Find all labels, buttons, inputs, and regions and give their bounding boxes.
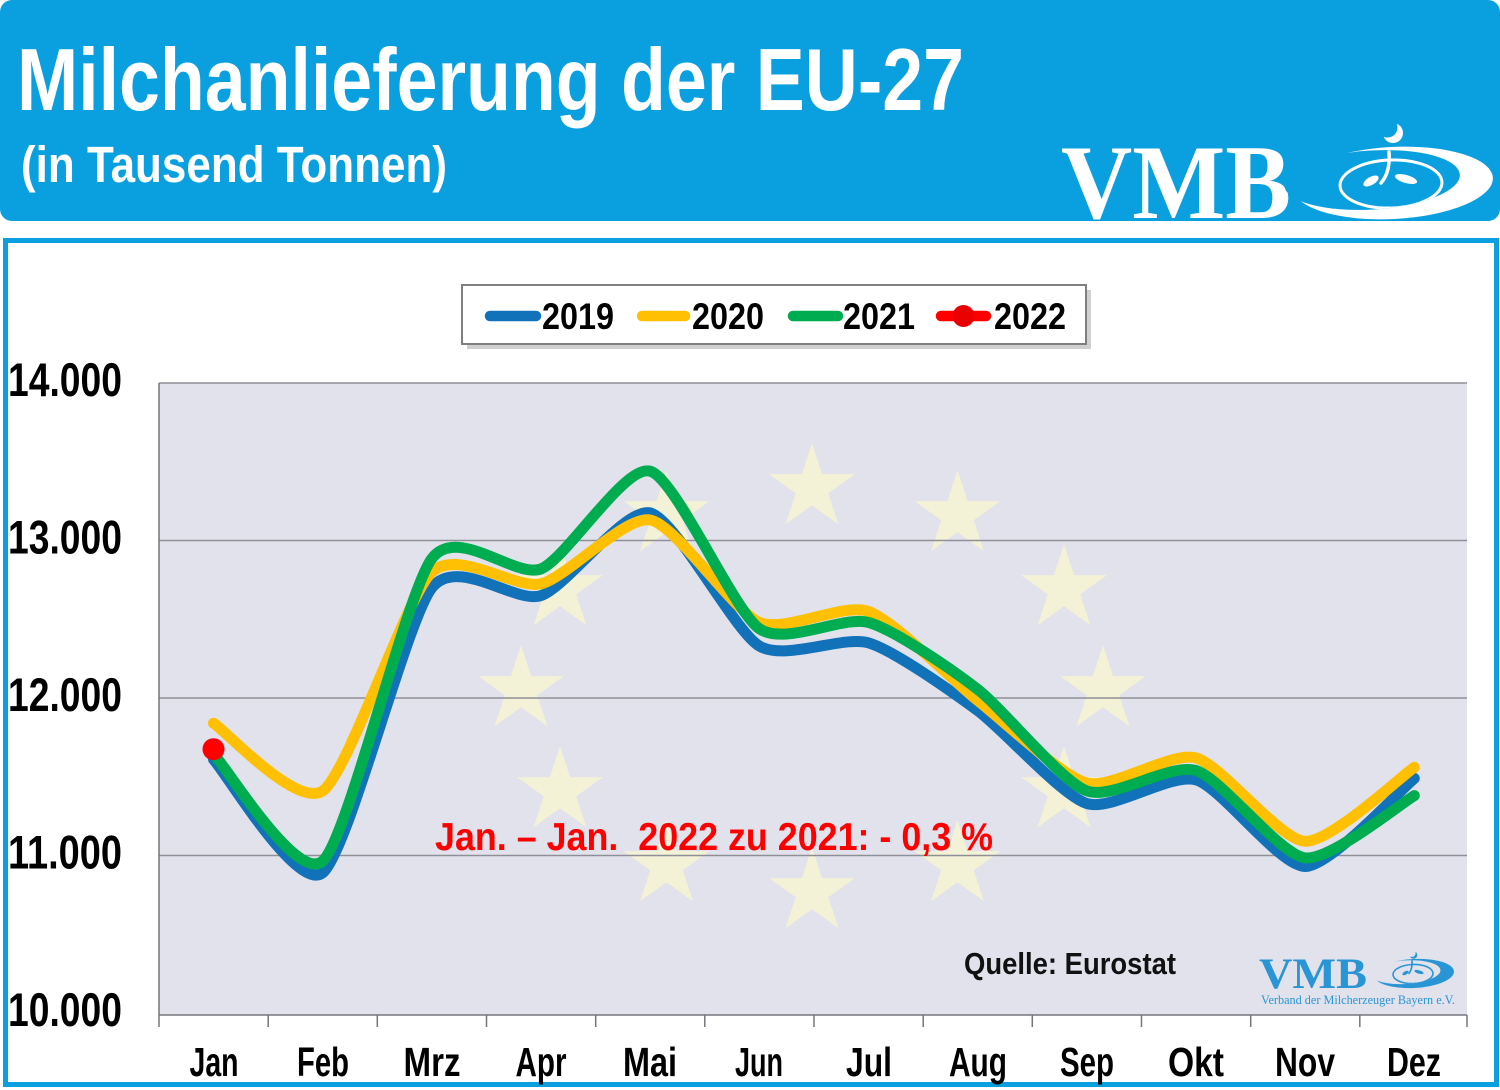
svg-text:Quelle: Eurostat: Quelle: Eurostat [964, 946, 1176, 981]
svg-text:13.000: 13.000 [8, 511, 122, 564]
svg-text:2021: 2021 [843, 296, 915, 337]
svg-text:2020: 2020 [692, 296, 764, 337]
svg-text:Jul: Jul [846, 1039, 892, 1085]
svg-text:(in Tausend Tonnen): (in Tausend Tonnen) [21, 136, 447, 193]
svg-text:2022: 2022 [994, 296, 1066, 337]
svg-text:Sep: Sep [1060, 1039, 1114, 1085]
svg-text:Verband der Milcherzeuger Baye: Verband der Milcherzeuger Bayern e.V. [1261, 993, 1455, 1007]
svg-text:Mai: Mai [623, 1039, 677, 1085]
svg-text:Jun: Jun [735, 1039, 783, 1085]
svg-text:Okt: Okt [1168, 1039, 1224, 1085]
svg-text:Milchanlieferung der EU-27: Milchanlieferung der EU-27 [17, 30, 964, 129]
svg-text:11.000: 11.000 [8, 826, 122, 879]
svg-text:Nov: Nov [1275, 1039, 1335, 1085]
svg-text:14.000: 14.000 [8, 353, 122, 406]
svg-text:2019: 2019 [542, 296, 614, 337]
svg-text:Aug: Aug [949, 1039, 1007, 1085]
svg-text:VMB: VMB [1061, 124, 1291, 241]
svg-text:Dez: Dez [1387, 1039, 1441, 1085]
svg-text:VMB: VMB [1259, 951, 1367, 998]
svg-text:Apr: Apr [516, 1039, 567, 1085]
svg-text:12.000: 12.000 [8, 668, 122, 721]
svg-text:Mrz: Mrz [404, 1039, 461, 1085]
svg-text:Feb: Feb [297, 1039, 349, 1085]
svg-text:Jan. – Jan. 2022 zu 2021: - 0: Jan. – Jan. 2022 zu 2021: - 0,3 % [435, 816, 993, 859]
svg-text:Jan: Jan [190, 1039, 239, 1085]
svg-text:10.000: 10.000 [8, 983, 122, 1036]
